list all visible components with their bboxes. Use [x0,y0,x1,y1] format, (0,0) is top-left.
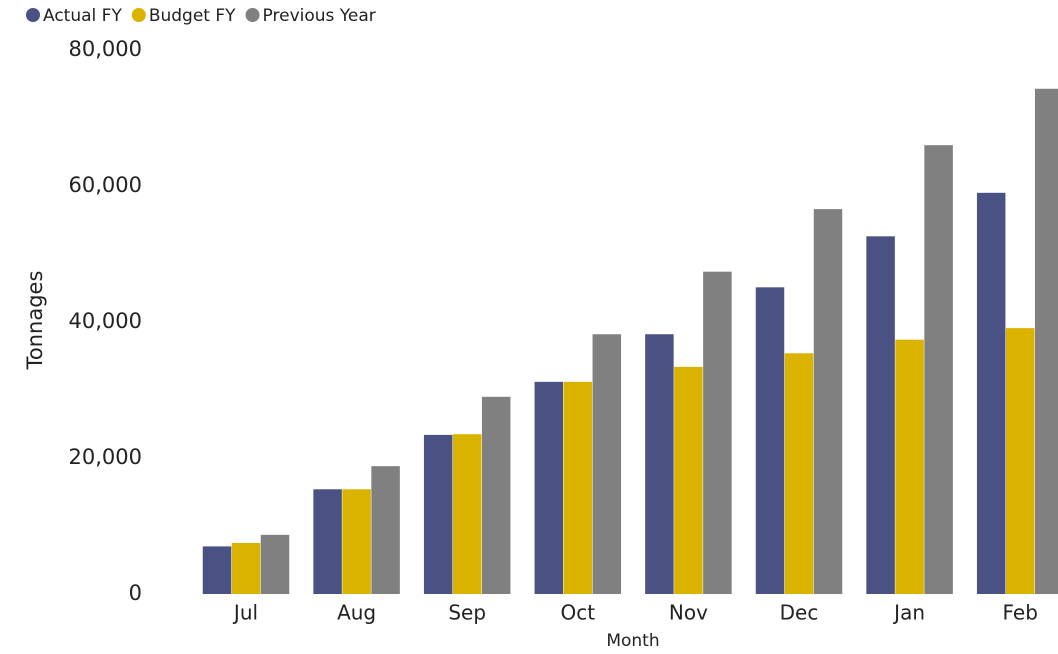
bar [260,534,290,594]
x-tick-label: Aug [337,601,376,625]
bar [866,236,895,594]
legend-marker [131,8,146,22]
y-tick-label: 0 [129,581,142,605]
bar [895,339,924,594]
x-axis-title: Month [606,631,659,651]
bar [342,489,371,594]
x-tick-label: Sep [448,601,486,625]
legend-marker [245,8,260,22]
bar [976,192,1006,595]
bar [423,434,453,594]
bar [755,287,785,594]
y-tick-label: 80,000 [69,37,142,61]
x-tick-label: Feb [1002,601,1037,625]
x-tick-label: Dec [780,601,819,625]
bar [231,543,261,594]
bar [674,366,703,594]
bar [563,381,593,594]
y-tick-label: 20,000 [69,445,142,469]
y-axis-title: Tonnages [23,271,47,371]
bar [202,546,232,594]
bar [703,271,732,594]
x-tick-label: Oct [561,601,596,625]
bar [313,489,342,594]
bar [452,434,482,594]
bar [481,396,511,594]
legend-marker [26,8,40,22]
y-tick-label: 40,000 [69,309,142,333]
y-tick-label: 60,000 [69,173,142,197]
bar [924,145,953,594]
legend-label: Previous Year [263,6,376,26]
x-tick-label: Nov [669,601,708,625]
bar [784,353,814,594]
x-tick-label: Jul [232,601,258,625]
bar [813,209,843,594]
bar [1005,328,1035,594]
bar [592,334,622,594]
bar [1034,88,1058,594]
legend-label: Actual FY [43,6,122,26]
legend-label: Budget FY [149,6,236,26]
bar [371,466,400,594]
x-tick-label: Jan [892,601,925,625]
bar [534,381,564,594]
bar [645,334,674,594]
